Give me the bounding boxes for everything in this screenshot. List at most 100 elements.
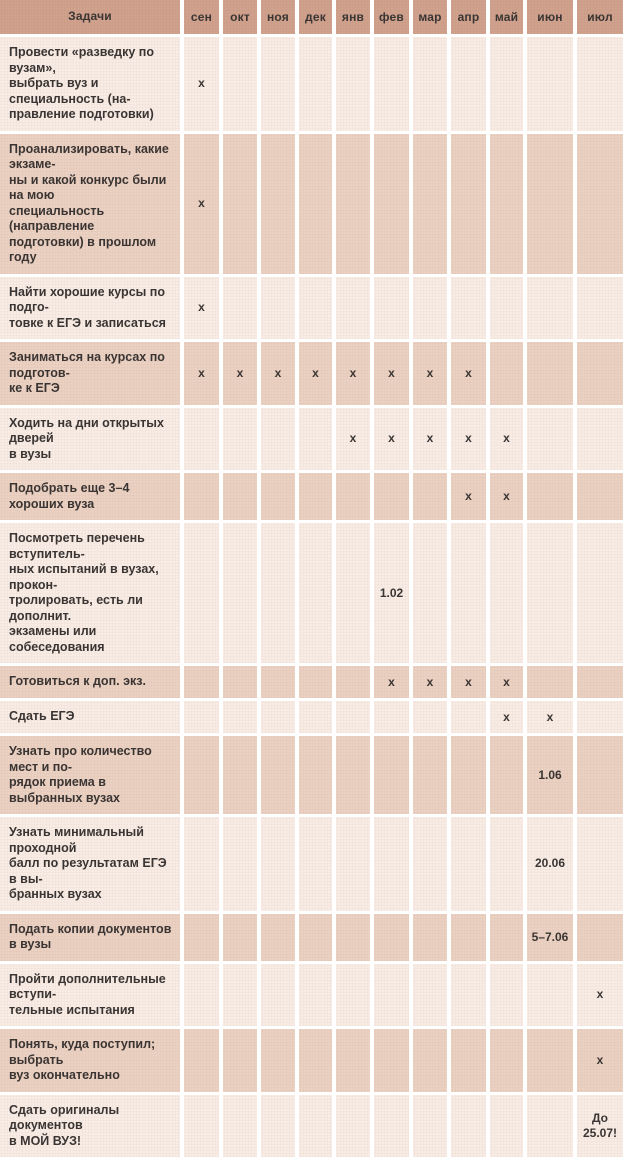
mark: x — [503, 431, 510, 446]
month-empty-cell — [527, 277, 577, 343]
month-empty-cell — [451, 964, 490, 1030]
month-empty-cell — [374, 701, 413, 736]
task-label: Подобрать еще 3–4 хороших вуза — [0, 473, 184, 523]
month-empty-cell — [527, 134, 577, 277]
month-empty-cell — [577, 342, 623, 408]
month-empty-cell — [413, 1029, 451, 1095]
month-empty-cell — [490, 277, 527, 343]
month-empty-cell — [413, 1095, 451, 1157]
month-empty-cell — [413, 914, 451, 964]
month-mark-cell: x — [413, 342, 451, 408]
month-empty-cell — [413, 37, 451, 134]
month-empty-cell — [336, 914, 374, 964]
mark: x — [465, 431, 472, 446]
task-label: Подать копии документов в вузы — [0, 914, 184, 964]
month-empty-cell — [223, 37, 261, 134]
mark: x — [198, 300, 205, 315]
month-empty-cell — [299, 964, 336, 1030]
month-empty-cell — [261, 736, 299, 817]
month-mark-cell: 1.02 — [374, 523, 413, 666]
month-empty-cell — [299, 37, 336, 134]
month-empty-cell — [577, 666, 623, 701]
month-header: июн — [527, 0, 577, 37]
month-mark-cell: x — [490, 666, 527, 701]
month-empty-cell — [184, 914, 223, 964]
month-mark-cell: x — [299, 342, 336, 408]
mark: x — [465, 675, 472, 690]
month-empty-cell — [490, 134, 527, 277]
month-empty-cell — [490, 523, 527, 666]
month-empty-cell — [336, 37, 374, 134]
month-mark-cell: x — [577, 964, 623, 1030]
mark: x — [465, 489, 472, 504]
month-empty-cell — [577, 736, 623, 817]
task-label: Пройти дополнительные вступи- тельные ис… — [0, 964, 184, 1030]
month-empty-cell — [299, 1029, 336, 1095]
month-empty-cell — [184, 408, 223, 474]
month-empty-cell — [336, 964, 374, 1030]
month-mark-cell: x — [451, 666, 490, 701]
month-mark-cell: x — [527, 701, 577, 736]
task-label: Заниматься на курсах по подготов- ке к Е… — [0, 342, 184, 408]
month-empty-cell — [577, 523, 623, 666]
month-empty-cell — [336, 523, 374, 666]
month-empty-cell — [577, 701, 623, 736]
mark: x — [427, 431, 434, 446]
mark: x — [312, 366, 319, 381]
month-empty-cell — [299, 701, 336, 736]
month-empty-cell — [261, 701, 299, 736]
mark: x — [198, 366, 205, 381]
month-empty-cell — [223, 134, 261, 277]
month-empty-cell — [223, 736, 261, 817]
month-empty-cell — [261, 523, 299, 666]
month-empty-cell — [184, 736, 223, 817]
month-empty-cell — [490, 736, 527, 817]
task-label: Узнать минимальный проходной балл по рез… — [0, 817, 184, 914]
task-row: Провести «разведку по вузам», выбрать ву… — [0, 37, 623, 134]
month-empty-cell — [577, 37, 623, 134]
mark: x — [350, 366, 357, 381]
mark: x — [350, 431, 357, 446]
month-empty-cell — [374, 1095, 413, 1157]
month-empty-cell — [490, 1029, 527, 1095]
month-empty-cell — [413, 817, 451, 914]
month-empty-cell — [413, 523, 451, 666]
mark: 20.06 — [535, 856, 565, 871]
month-mark-cell: x — [261, 342, 299, 408]
month-empty-cell — [336, 701, 374, 736]
month-empty-cell — [336, 1095, 374, 1157]
month-empty-cell — [184, 473, 223, 523]
month-empty-cell — [223, 964, 261, 1030]
month-empty-cell — [374, 473, 413, 523]
month-empty-cell — [374, 817, 413, 914]
month-empty-cell — [374, 914, 413, 964]
month-empty-cell — [261, 134, 299, 277]
month-empty-cell — [261, 1029, 299, 1095]
month-empty-cell — [413, 701, 451, 736]
mark: x — [503, 710, 510, 725]
month-empty-cell — [299, 523, 336, 666]
task-label: Провести «разведку по вузам», выбрать ву… — [0, 37, 184, 134]
month-empty-cell — [223, 277, 261, 343]
mark: x — [427, 675, 434, 690]
task-label: Сдать оригиналы документов в МОЙ ВУЗ! — [0, 1095, 184, 1157]
month-empty-cell — [184, 964, 223, 1030]
month-mark-cell: x — [184, 134, 223, 277]
month-empty-cell — [577, 817, 623, 914]
month-empty-cell — [261, 964, 299, 1030]
month-empty-cell — [184, 817, 223, 914]
month-empty-cell — [223, 701, 261, 736]
month-empty-cell — [374, 736, 413, 817]
month-empty-cell — [451, 277, 490, 343]
month-empty-cell — [527, 523, 577, 666]
month-empty-cell — [336, 473, 374, 523]
task-row: Узнать про количество мест и по- рядок п… — [0, 736, 623, 817]
month-empty-cell — [451, 1095, 490, 1157]
month-mark-cell: 20.06 — [527, 817, 577, 914]
month-header: дек — [299, 0, 336, 37]
month-mark-cell: До 25.07! — [577, 1095, 623, 1157]
month-empty-cell — [527, 37, 577, 134]
month-mark-cell: x — [490, 408, 527, 474]
task-label: Понять, куда поступил; выбрать вуз оконч… — [0, 1029, 184, 1095]
